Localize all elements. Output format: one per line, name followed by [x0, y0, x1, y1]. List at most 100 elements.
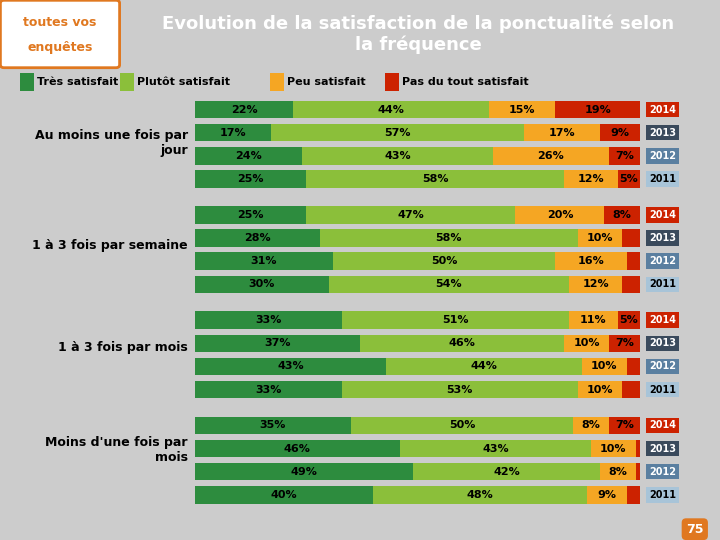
Text: 22%: 22% — [230, 105, 257, 114]
Bar — [195, 253, 333, 270]
Bar — [591, 440, 636, 457]
Text: 30%: 30% — [248, 279, 275, 289]
Text: 33%: 33% — [255, 315, 282, 325]
Text: 25%: 25% — [238, 210, 264, 220]
Bar — [306, 170, 564, 188]
Text: 2011: 2011 — [649, 490, 676, 500]
Text: 25%: 25% — [238, 174, 264, 184]
Bar — [636, 463, 640, 481]
Bar — [600, 124, 640, 141]
Text: 10%: 10% — [591, 361, 618, 372]
Bar — [622, 381, 640, 398]
Bar — [120, 73, 134, 91]
Text: 50%: 50% — [449, 421, 475, 430]
Bar — [609, 335, 640, 352]
Bar — [271, 124, 524, 141]
Bar — [195, 335, 360, 352]
Bar — [195, 358, 387, 375]
Bar — [577, 381, 622, 398]
Bar — [609, 147, 640, 165]
Bar — [320, 230, 577, 247]
Text: Au moins une fois par
jour: Au moins une fois par jour — [35, 129, 188, 157]
Bar — [195, 486, 373, 503]
Bar — [306, 206, 516, 224]
Bar — [195, 275, 328, 293]
Text: 12%: 12% — [577, 174, 604, 184]
Bar — [600, 463, 636, 481]
Text: 2012: 2012 — [649, 151, 676, 161]
Bar — [569, 275, 622, 293]
Text: 75: 75 — [686, 523, 703, 536]
Bar — [622, 230, 640, 247]
Bar — [195, 463, 413, 481]
Text: 37%: 37% — [264, 338, 291, 348]
Text: 57%: 57% — [384, 128, 410, 138]
Bar — [387, 358, 582, 375]
Text: 16%: 16% — [577, 256, 604, 266]
Text: 44%: 44% — [471, 361, 498, 372]
Bar — [569, 312, 618, 329]
Text: 26%: 26% — [538, 151, 564, 161]
Text: 2011: 2011 — [649, 279, 676, 289]
Text: 46%: 46% — [449, 338, 475, 348]
Text: 43%: 43% — [277, 361, 304, 372]
Bar — [351, 417, 573, 434]
Bar — [270, 73, 284, 91]
Text: 17%: 17% — [220, 128, 246, 138]
Bar — [342, 312, 569, 329]
Text: 19%: 19% — [585, 105, 611, 114]
Text: 2014: 2014 — [649, 105, 676, 114]
Bar — [626, 358, 640, 375]
Text: 33%: 33% — [255, 384, 282, 395]
Bar — [564, 335, 609, 352]
Bar — [195, 312, 342, 329]
Bar — [618, 312, 640, 329]
Bar — [195, 206, 306, 224]
Bar — [489, 101, 555, 118]
Text: 10%: 10% — [600, 443, 626, 454]
Text: Très satisfait: Très satisfait — [37, 77, 118, 87]
Text: 58%: 58% — [422, 174, 449, 184]
Text: 2014: 2014 — [649, 315, 676, 325]
Text: 40%: 40% — [271, 490, 297, 500]
Text: 8%: 8% — [582, 421, 600, 430]
Text: 2011: 2011 — [649, 384, 676, 395]
Text: 48%: 48% — [467, 490, 493, 500]
Text: Evolution de la satisfaction de la ponctualité selon
la fréquence: Evolution de la satisfaction de la ponct… — [162, 14, 674, 54]
Text: 2011: 2011 — [649, 174, 676, 184]
Text: 11%: 11% — [580, 315, 606, 325]
Text: 31%: 31% — [251, 256, 277, 266]
Bar — [555, 101, 640, 118]
Text: 43%: 43% — [482, 443, 509, 454]
Bar — [385, 73, 399, 91]
Text: 10%: 10% — [587, 233, 613, 243]
Text: 28%: 28% — [244, 233, 271, 243]
Bar — [342, 381, 577, 398]
Text: 7%: 7% — [615, 338, 634, 348]
Bar — [293, 101, 489, 118]
Text: 44%: 44% — [377, 105, 404, 114]
Bar — [195, 440, 400, 457]
Bar — [493, 147, 609, 165]
Text: 35%: 35% — [260, 421, 286, 430]
Text: 2013: 2013 — [649, 233, 676, 243]
Text: Peu satisfait: Peu satisfait — [287, 77, 366, 87]
Text: 5%: 5% — [619, 174, 638, 184]
Text: 10%: 10% — [573, 338, 600, 348]
Text: 2013: 2013 — [649, 338, 676, 348]
Text: 2012: 2012 — [649, 467, 676, 477]
Bar — [195, 417, 351, 434]
Bar — [413, 463, 600, 481]
Text: 20%: 20% — [546, 210, 573, 220]
Text: 2014: 2014 — [649, 210, 676, 220]
Bar — [626, 253, 640, 270]
Text: 9%: 9% — [597, 490, 616, 500]
Bar — [360, 335, 564, 352]
Bar — [555, 253, 626, 270]
Bar — [573, 417, 609, 434]
Text: 12%: 12% — [582, 279, 609, 289]
Text: 47%: 47% — [397, 210, 424, 220]
Bar — [328, 275, 569, 293]
Text: 58%: 58% — [436, 233, 462, 243]
Bar — [195, 230, 320, 247]
